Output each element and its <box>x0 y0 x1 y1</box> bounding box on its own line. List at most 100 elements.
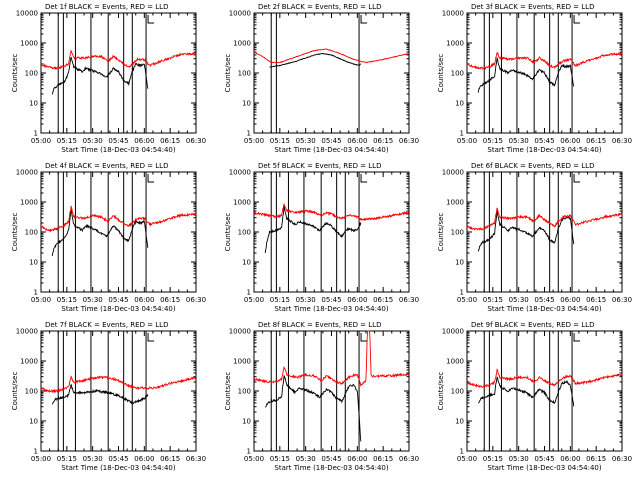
y-tick-label: 1000 <box>20 358 38 366</box>
y-axis-label: Counts/sec <box>11 372 19 411</box>
flag-mark <box>573 174 581 183</box>
x-tick-label: 05:00 <box>31 137 51 145</box>
x-tick-label: 05:00 <box>31 455 51 463</box>
y-tick-label: 10000 <box>442 169 464 177</box>
x-tick-label: 06:00 <box>560 296 580 304</box>
y-tick-label: 1 <box>247 289 251 297</box>
plot-frame <box>40 171 197 293</box>
x-tick-label: 05:30 <box>509 455 529 463</box>
x-tick-label: 06:00 <box>347 137 367 145</box>
x-tick-label: 05:00 <box>244 455 264 463</box>
y-tick-label: 1 <box>34 448 38 456</box>
plot-frame <box>466 171 623 293</box>
x-tick-label: 05:15 <box>57 137 77 145</box>
events-series-line <box>51 384 149 405</box>
y-axis-label: Counts/sec <box>437 54 445 93</box>
y-tick-label: 100 <box>238 70 251 78</box>
x-tick-label: 05:15 <box>57 455 77 463</box>
y-tick-label: 10000 <box>16 10 38 18</box>
flag-mark <box>573 333 581 342</box>
y-tick-label: 10 <box>29 100 38 108</box>
y-tick-label: 1000 <box>446 40 464 48</box>
y-tick-label: 10000 <box>16 169 38 177</box>
y-axis-label: Counts/sec <box>224 213 232 252</box>
y-tick-label: 100 <box>25 229 38 237</box>
x-tick-label: 05:15 <box>483 296 503 304</box>
x-tick-label: 06:00 <box>347 296 367 304</box>
y-tick-label: 1 <box>34 130 38 138</box>
y-axis-label: Counts/sec <box>224 54 232 93</box>
events-series-line <box>269 52 362 68</box>
x-tick-label: 05:45 <box>321 137 341 145</box>
flag-mark <box>360 174 368 183</box>
flag-mark <box>147 333 155 342</box>
x-tick-label: 05:45 <box>534 137 554 145</box>
detector-panel-6: Det 6f BLACK = Events, RED = LLD 1 10 100 10… <box>437 162 632 313</box>
x-tick-label: 05:00 <box>244 296 264 304</box>
y-tick-label: 1000 <box>233 199 251 207</box>
flag-mark <box>147 174 155 183</box>
plot-frame <box>253 330 410 452</box>
x-axis-label: Start Time (18-Dec-03 04:54:40) <box>61 146 175 154</box>
y-axis-label: Counts/sec <box>224 372 232 411</box>
lld-series-line <box>466 368 623 389</box>
events-series-line <box>51 209 149 257</box>
plot-frame <box>40 330 197 452</box>
x-tick-label: 05:15 <box>270 137 290 145</box>
x-tick-label: 05:30 <box>296 296 316 304</box>
y-tick-label: 10 <box>455 418 464 426</box>
x-tick-label: 05:15 <box>270 296 290 304</box>
x-tick-label: 06:15 <box>373 296 393 304</box>
y-tick-label: 10 <box>29 418 38 426</box>
x-tick-label: 06:15 <box>160 296 180 304</box>
panel-title: Det 9f BLACK = Events, RED = LLD <box>471 321 594 329</box>
x-tick-label: 06:15 <box>586 455 606 463</box>
x-tick-label: 06:15 <box>373 137 393 145</box>
x-tick-label: 06:15 <box>160 455 180 463</box>
x-axis-label: Start Time (18-Dec-03 04:54:40) <box>487 305 601 313</box>
y-tick-label: 10 <box>242 100 251 108</box>
x-tick-label: 05:45 <box>321 296 341 304</box>
plot-frame <box>253 12 410 134</box>
y-axis-label: Counts/sec <box>437 372 445 411</box>
y-tick-label: 100 <box>451 70 464 78</box>
x-tick-label: 06:30 <box>399 455 419 463</box>
lld-series-line <box>253 330 410 387</box>
x-tick-label: 05:45 <box>108 137 128 145</box>
panel-title: Det 6f BLACK = Events, RED = LLD <box>471 162 594 170</box>
x-axis-label: Start Time (18-Dec-03 04:54:40) <box>274 146 388 154</box>
panel-title: Det 5f BLACK = Events, RED = LLD <box>258 162 381 170</box>
x-tick-label: 05:45 <box>108 296 128 304</box>
y-tick-label: 10000 <box>442 328 464 336</box>
y-tick-label: 10 <box>455 100 464 108</box>
lld-series-line <box>253 203 410 222</box>
x-tick-label: 06:15 <box>160 137 180 145</box>
lld-series-line <box>40 205 197 233</box>
x-axis-label: Start Time (18-Dec-03 04:54:40) <box>487 464 601 472</box>
detector-panel-1: Det 1f BLACK = Events, RED = LLD 1 10 100 10… <box>11 3 206 154</box>
x-tick-label: 05:30 <box>83 137 103 145</box>
y-tick-label: 10000 <box>229 169 251 177</box>
x-tick-label: 05:00 <box>31 296 51 304</box>
x-tick-label: 05:00 <box>244 137 264 145</box>
events-series-line <box>265 375 362 442</box>
x-tick-label: 06:15 <box>373 455 393 463</box>
x-axis-label: Start Time (18-Dec-03 04:54:40) <box>61 464 175 472</box>
y-tick-label: 1 <box>247 448 251 456</box>
x-tick-label: 06:30 <box>612 455 632 463</box>
panel-title: Det 4f BLACK = Events, RED = LLD <box>45 162 168 170</box>
y-tick-label: 10000 <box>229 10 251 18</box>
flag-mark <box>573 15 581 24</box>
y-tick-label: 10000 <box>229 328 251 336</box>
x-tick-label: 05:15 <box>483 455 503 463</box>
y-tick-label: 10000 <box>16 328 38 336</box>
x-tick-label: 05:45 <box>534 296 554 304</box>
y-tick-label: 100 <box>25 388 38 396</box>
y-axis-label: Counts/sec <box>437 213 445 252</box>
x-tick-label: 06:00 <box>134 455 154 463</box>
x-tick-label: 05:30 <box>296 137 316 145</box>
x-tick-label: 06:00 <box>560 137 580 145</box>
flag-mark <box>360 333 368 342</box>
x-tick-label: 05:15 <box>57 296 77 304</box>
events-series-line <box>477 376 575 407</box>
